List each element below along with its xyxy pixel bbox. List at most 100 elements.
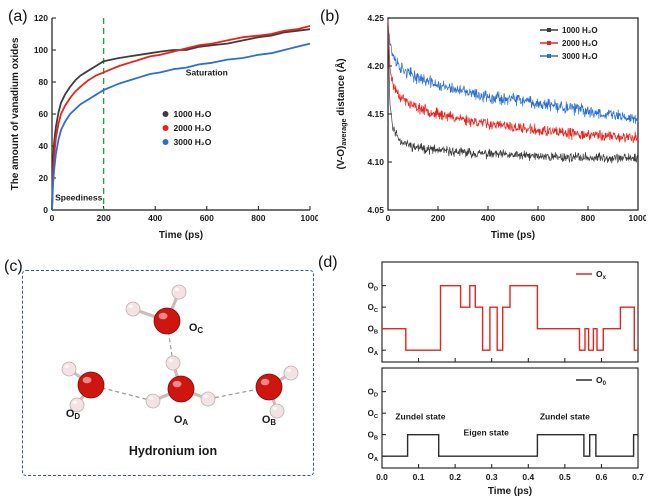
svg-text:0.1: 0.1: [413, 472, 425, 482]
svg-text:1000: 1000: [629, 213, 646, 223]
svg-text:0: 0: [43, 205, 48, 215]
series-1000 H₂O: [387, 30, 639, 164]
svg-text:OA: OA: [368, 346, 378, 357]
panel-label-c: (c): [4, 258, 23, 275]
svg-text:0.6: 0.6: [596, 472, 608, 482]
hydrogen-atom-HC2: [171, 284, 187, 300]
series-1000 H₂O: [51, 28, 311, 211]
svg-text:1000: 1000: [301, 213, 318, 223]
svg-text:600: 600: [200, 213, 214, 223]
svg-text:800: 800: [581, 213, 595, 223]
svg-text:3000 H₂O: 3000 H₂O: [562, 52, 598, 61]
svg-text:Zundel state: Zundel state: [395, 412, 445, 422]
panel-label-a: (a): [8, 8, 28, 25]
svg-text:(V-O)average distance (Å): (V-O)average distance (Å): [334, 58, 348, 169]
svg-text:Eigen state: Eigen state: [464, 428, 510, 438]
svg-text:Time (ps): Time (ps): [159, 230, 203, 241]
svg-text:800: 800: [251, 213, 265, 223]
svg-text:4.25: 4.25: [367, 13, 384, 23]
hydrogen-atom-HB1: [283, 365, 299, 381]
svg-text:200: 200: [431, 213, 445, 223]
series-b: [387, 18, 639, 164]
svg-text:1000 H₂O: 1000 H₂O: [174, 109, 212, 119]
hydrogen-atom-HAl: [145, 393, 161, 409]
panel-label-d: (d): [318, 254, 338, 271]
svg-text:100: 100: [34, 45, 48, 55]
panel-label-b: (b): [320, 8, 340, 25]
svg-text:0.7: 0.7: [632, 472, 644, 482]
chart-d-oxygen-state-traces: OA OB OC OD Ox OA OB OC OD 0.0 0.1 0.2 0.3 0.4 0.5 0.6 0…: [368, 261, 644, 497]
svg-text:1000 H₂O: 1000 H₂O: [562, 26, 598, 35]
svg-text:OB: OB: [368, 431, 378, 442]
trace-O_x: [382, 285, 638, 351]
axes-b: 0 200 400 600 800 1000 4.05 4.10 4.15 4.20 4.25 Tim…: [334, 13, 646, 241]
annotations-a: Saturation Speediness: [55, 68, 228, 203]
oxygen-atom-OD: [77, 371, 105, 399]
svg-text:OA: OA: [368, 452, 378, 463]
hydrogen-atom-HB2: [269, 403, 285, 419]
hydrogen-atom-HAt: [165, 355, 181, 371]
series-3000 H₂O: [51, 42, 311, 211]
hydronium-molecule-drawing: OC OA OD OB Hydronium ion: [61, 284, 299, 458]
hydrogen-atom-HD1: [61, 361, 77, 377]
svg-text:OB: OB: [368, 325, 378, 336]
subplot-d1: OA OB OC OD Ox: [368, 261, 639, 363]
svg-text:Speediness: Speediness: [55, 192, 103, 202]
legend-d1: Ox: [576, 269, 607, 281]
chart-a-vanadium-oxide-amount: 0 200 400 600 800 1000 0 20 40 60 80 100 120 Time (ps…: [10, 13, 318, 241]
svg-text:200: 200: [97, 213, 111, 223]
chart-b-vo-average-distance: 0 200 400 600 800 1000 4.05 4.10 4.15 4.20 4.25 Tim…: [334, 13, 646, 241]
svg-text:0: 0: [386, 213, 391, 223]
svg-text:120: 120: [34, 13, 48, 23]
svg-text:OD: OD: [368, 282, 378, 293]
svg-text:OD: OD: [66, 408, 81, 421]
svg-text:60: 60: [39, 109, 49, 119]
svg-text:OC: OC: [368, 303, 378, 314]
svg-text:4.10: 4.10: [367, 157, 384, 167]
oxygen-atom-OC: [153, 307, 181, 335]
legend-d2: O0: [576, 375, 607, 387]
svg-text:20: 20: [39, 173, 49, 183]
svg-text:3000 H₂O: 3000 H₂O: [174, 137, 212, 147]
svg-text:OC: OC: [189, 322, 204, 335]
atom-labels: OC OA OD OB: [66, 322, 277, 427]
svg-text:600: 600: [531, 213, 545, 223]
hydrogen-atom-HD2: [69, 397, 85, 413]
svg-text:0.0: 0.0: [376, 472, 388, 482]
svg-text:Time (ps): Time (ps): [488, 486, 532, 497]
svg-text:O0: O0: [596, 375, 607, 387]
svg-text:0.4: 0.4: [522, 472, 534, 482]
svg-text:0.2: 0.2: [449, 472, 461, 482]
svg-text:2000 H₂O: 2000 H₂O: [174, 123, 212, 133]
legend-a: 1000 H₂O 2000 H₂O 3000 H₂O: [162, 109, 212, 147]
svg-text:Time (ps): Time (ps): [491, 230, 535, 241]
svg-text:OB: OB: [262, 414, 277, 427]
svg-text:OC: OC: [368, 409, 378, 420]
axes-a: 0 200 400 600 800 1000 0 20 40 60 80 100 120 Time (ps…: [10, 13, 318, 241]
series-2000 H₂O: [51, 25, 311, 211]
svg-text:0.5: 0.5: [559, 472, 571, 482]
series-a: [51, 25, 311, 211]
svg-text:4.05: 4.05: [367, 205, 384, 215]
svg-text:4.15: 4.15: [367, 109, 384, 119]
oxygen-atom-OA: [167, 375, 195, 403]
hydrogen-atom-HC1: [125, 301, 141, 317]
svg-text:Hydronium ion: Hydronium ion: [129, 444, 217, 458]
hydrogen-atom-HAr: [200, 391, 216, 407]
svg-text:80: 80: [39, 77, 49, 87]
svg-text:0.3: 0.3: [486, 472, 498, 482]
svg-text:40: 40: [39, 141, 49, 151]
legend-b: 1000 H₂O 2000 H₂O 3000 H₂O: [540, 26, 598, 61]
svg-text:Saturation: Saturation: [186, 68, 228, 78]
subplot-d2: OA OB OC OD 0.0 0.1 0.2 0.3 0.4 0.5 0.6 0.7 O0 Zundel…: [368, 367, 644, 497]
panel-c-hydronium-diagram: OC OA OD OB Hydronium ion: [22, 270, 314, 476]
svg-text:4.20: 4.20: [367, 61, 384, 71]
svg-text:OD: OD: [368, 388, 378, 399]
atoms: [61, 284, 299, 419]
caption: Hydronium ion: [129, 444, 217, 458]
oxygen-atom-OB: [255, 373, 283, 401]
series-2000 H₂O: [387, 20, 639, 144]
svg-text:Zundel state: Zundel state: [540, 412, 590, 422]
svg-text:Ox: Ox: [596, 269, 607, 281]
